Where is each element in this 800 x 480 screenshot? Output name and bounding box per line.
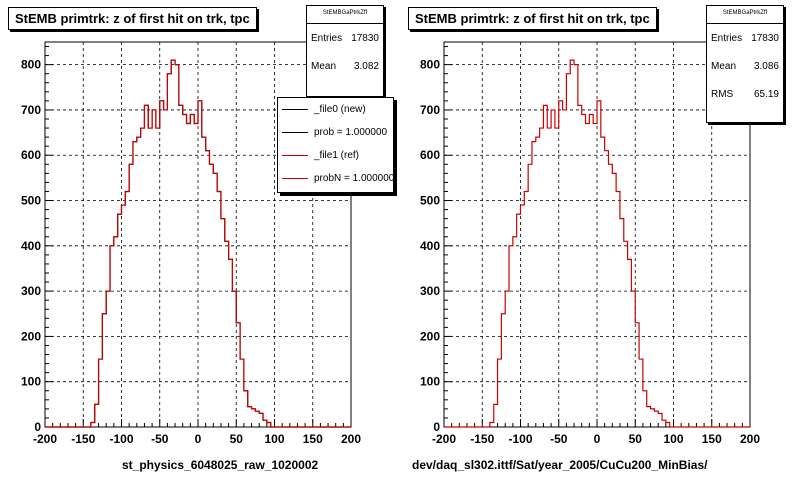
chart-title-left: StEMB primtrk: z of first hit on trk, tp… [8, 7, 257, 30]
legend-line [282, 178, 308, 179]
legend-label: _file0 (new) [314, 104, 366, 115]
legend-line [282, 109, 308, 110]
stats-name: StEMBGaPtrkZff [707, 6, 783, 24]
y-tick-label: 600 [420, 148, 440, 162]
legend-item-probn: probN = 1.000000 [278, 167, 393, 190]
legend-item-file0: _file0 (new) [278, 98, 393, 121]
stats-name: StEMBGaPtrkZff [307, 6, 383, 24]
y-tick-label: 800 [21, 58, 41, 72]
legend-box: _file0 (new) prob = 1.000000 _file1 (ref… [277, 97, 394, 193]
x-tick-label: -150 [71, 432, 95, 446]
legend-line [282, 132, 308, 133]
legend-label: _file1 (ref) [314, 150, 360, 161]
y-tick-label: 600 [21, 148, 41, 162]
x-tick-label: -50 [550, 432, 568, 446]
histogram-series-ref [45, 59, 351, 428]
stats-rms-row: RMS 65.19 [707, 80, 783, 108]
chart-title-text: StEMB primtrk: z of first hit on trk, tp… [415, 11, 650, 26]
y-tick-label: 200 [420, 329, 440, 343]
y-tick-label: 500 [21, 194, 41, 208]
stats-mean-row: Mean 3.086 [707, 52, 783, 80]
y-tick-label: 800 [420, 58, 440, 72]
histogram-series-ref [444, 59, 750, 428]
x-tick-label: 100 [264, 432, 284, 446]
stats-entries-row: Entries 17830 [707, 24, 783, 52]
stats-mean-label: Mean [311, 60, 337, 72]
x-tick-label: -150 [470, 432, 494, 446]
legend-item-file1: _file1 (ref) [278, 144, 393, 167]
x-tick-label: -200 [33, 432, 57, 446]
y-tick-label: 700 [21, 103, 41, 117]
chart-title-text: StEMB primtrk: z of first hit on trk, tp… [15, 11, 250, 26]
stats-entries-label: Entries [711, 32, 743, 44]
x-tick-label: 100 [663, 432, 683, 446]
x-tick-label: -50 [151, 432, 169, 446]
x-axis-title-left: st_physics_6048025_raw_1020002 [122, 458, 319, 472]
y-tick-label: 500 [420, 194, 440, 208]
stats-entries-value: 17830 [351, 32, 379, 44]
legend-label: probN = 1.000000 [314, 173, 394, 184]
x-tick-label: 150 [303, 432, 323, 446]
x-tick-label: 50 [230, 432, 244, 446]
stats-entries-row: Entries 17830 [307, 24, 383, 52]
legend-line [282, 155, 308, 156]
x-tick-label: 50 [629, 432, 643, 446]
x-tick-label: 0 [195, 432, 202, 446]
chart-title-right: StEMB primtrk: z of first hit on trk, tp… [408, 7, 657, 30]
legend-item-prob: prob = 1.000000 [278, 121, 393, 144]
stats-rms-label: RMS [711, 88, 734, 100]
y-tick-label: 400 [420, 239, 440, 253]
y-tick-label: 100 [420, 375, 440, 389]
legend-label: prob = 1.000000 [314, 127, 388, 138]
y-tick-label: 0 [34, 420, 41, 434]
x-tick-label: 150 [702, 432, 722, 446]
x-tick-label: 200 [740, 432, 760, 446]
x-tick-label: -100 [109, 432, 133, 446]
stats-entries-value: 17830 [751, 32, 779, 44]
y-tick-label: 100 [21, 375, 41, 389]
stats-rms-value: 65.19 [753, 88, 779, 100]
stats-entries-label: Entries [311, 32, 343, 44]
stats-mean-label: Mean [711, 60, 737, 72]
y-tick-label: 200 [21, 329, 41, 343]
stats-mean-value: 3.082 [353, 60, 379, 72]
x-tick-label: 200 [341, 432, 361, 446]
stats-mean-value: 3.086 [753, 60, 779, 72]
x-tick-label: -100 [508, 432, 532, 446]
stats-mean-row: Mean 3.082 [307, 52, 383, 80]
y-tick-label: 400 [21, 239, 41, 253]
stats-box-right: StEMBGaPtrkZff Entries 17830 Mean 3.086 … [706, 5, 784, 123]
y-tick-label: 0 [433, 420, 440, 434]
y-tick-label: 700 [420, 103, 440, 117]
x-axis-title-right: dev/daq_sl302.ittf/Sat/year_2005/CuCu200… [412, 458, 708, 472]
y-tick-label: 300 [420, 284, 440, 298]
y-tick-label: 300 [21, 284, 41, 298]
x-tick-label: -200 [432, 432, 456, 446]
stats-box-left: StEMBGaPtrkZff Entries 17830 Mean 3.082 [306, 5, 384, 97]
x-tick-label: 0 [594, 432, 601, 446]
